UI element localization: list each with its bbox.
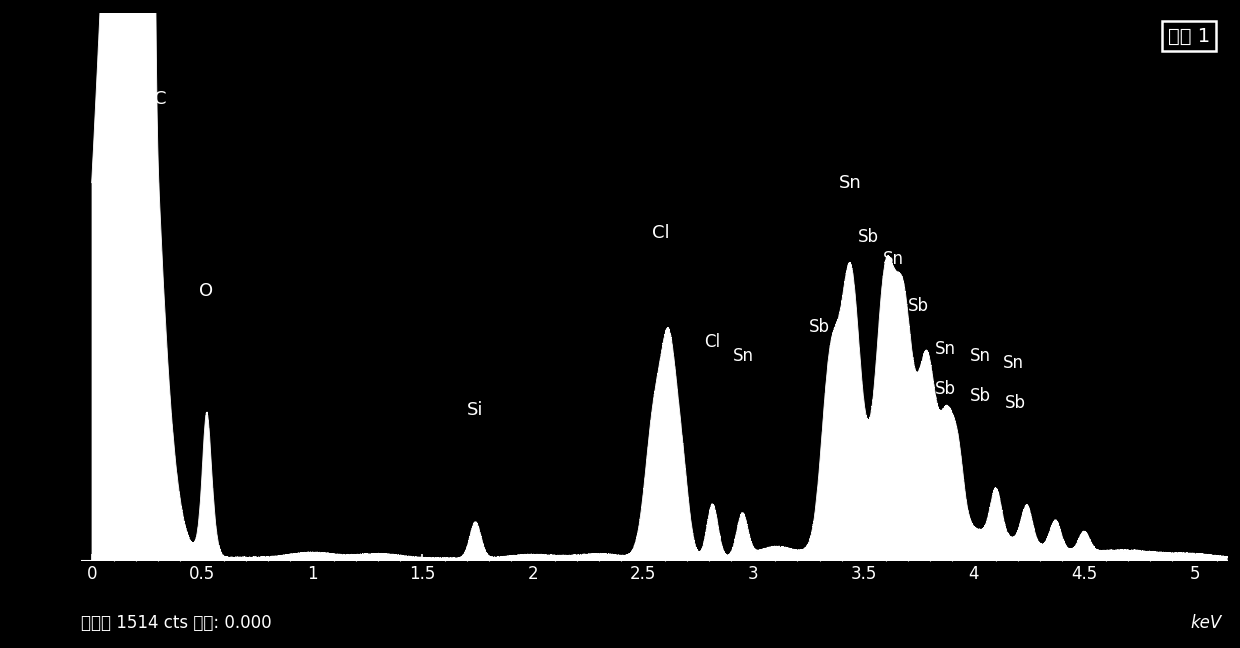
Text: 满量程 1514 cts 光标: 0.000: 满量程 1514 cts 光标: 0.000	[81, 614, 272, 632]
Text: Cl: Cl	[122, 20, 143, 39]
Text: keV: keV	[1190, 614, 1221, 632]
Text: Sb: Sb	[808, 318, 830, 336]
Text: Sn: Sn	[935, 340, 956, 358]
Text: Sb: Sb	[908, 297, 929, 314]
Text: Si: Si	[467, 402, 484, 419]
Text: Cl: Cl	[652, 224, 670, 242]
Text: Sb: Sb	[935, 380, 956, 398]
Text: Sn: Sn	[1003, 354, 1024, 373]
Text: Sn: Sn	[970, 347, 991, 365]
Text: Sb: Sb	[858, 228, 879, 246]
Text: 谱图 1: 谱图 1	[1168, 27, 1210, 45]
Text: C: C	[155, 90, 167, 108]
Text: Cl: Cl	[704, 333, 720, 351]
Text: Sn: Sn	[839, 174, 862, 192]
Text: O: O	[200, 282, 213, 300]
Text: Sb: Sb	[1006, 394, 1027, 412]
Text: Sb: Sb	[970, 387, 991, 405]
Text: Sn: Sn	[883, 249, 904, 268]
Text: Sn: Sn	[733, 347, 754, 365]
